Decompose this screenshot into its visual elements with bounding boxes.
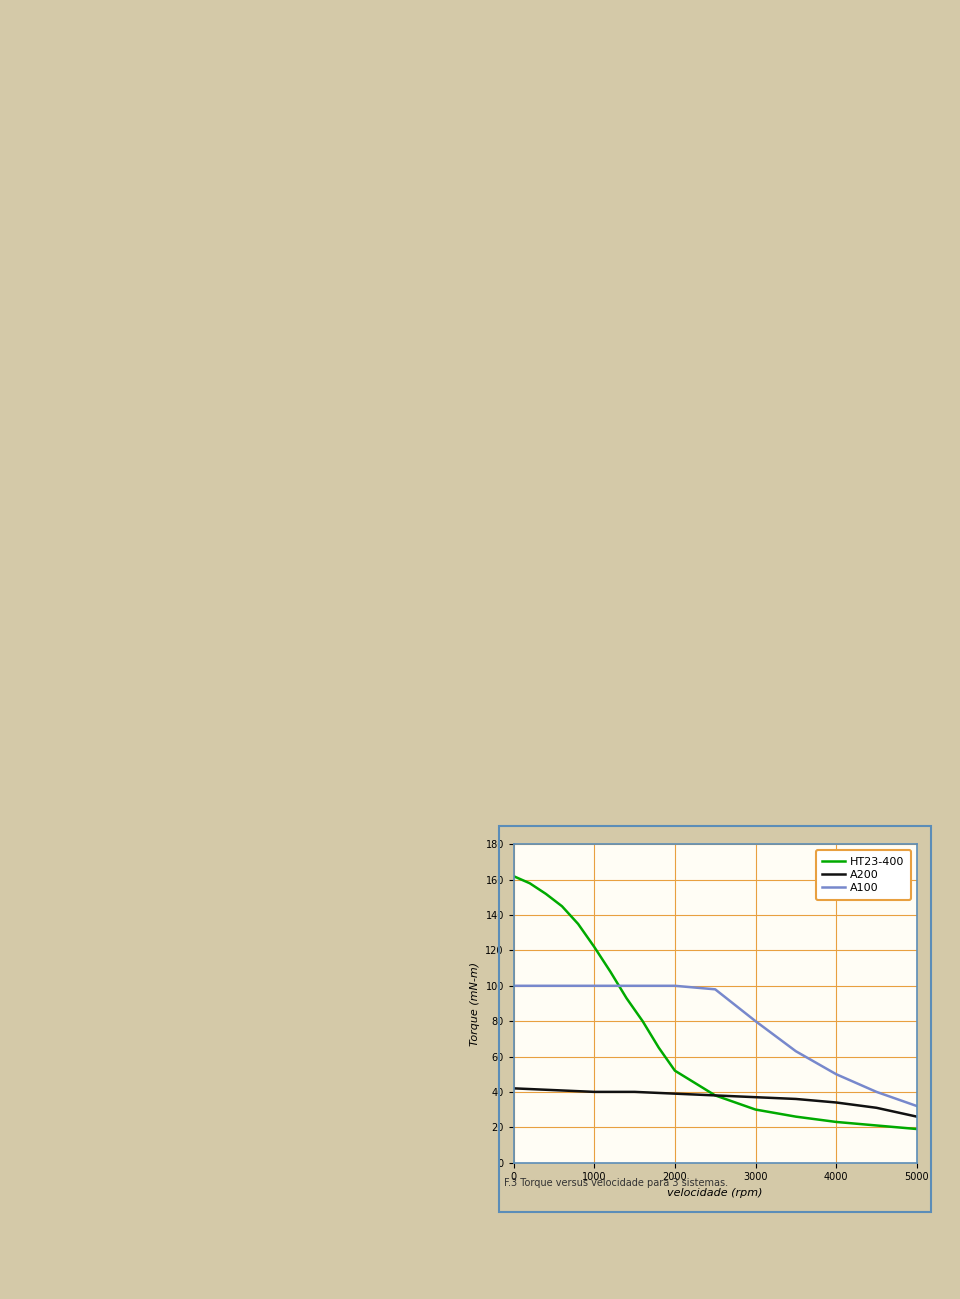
HT23-400 (524, 876, 536, 891)
Line: A200: A200 (514, 1089, 917, 1117)
HT23-400 (508, 869, 519, 885)
A100 (588, 978, 600, 994)
A200 (871, 1100, 882, 1116)
Line: HT23-400: HT23-400 (514, 877, 917, 1129)
A100 (871, 1085, 882, 1100)
A200 (750, 1090, 761, 1105)
HT23-400 (790, 1109, 802, 1125)
A200 (669, 1086, 681, 1102)
HT23-400 (572, 916, 584, 931)
A200 (911, 1109, 923, 1125)
HT23-400 (871, 1117, 882, 1133)
A100 (709, 982, 721, 998)
Legend: HT23-400, A200, A100: HT23-400, A200, A100 (816, 850, 911, 900)
A200 (790, 1091, 802, 1107)
A200 (588, 1085, 600, 1100)
Text: F.3 Torque versus velocidade para 3 sistemas.: F.3 Torque versus velocidade para 3 sist… (504, 1178, 728, 1189)
A200 (830, 1095, 842, 1111)
HT23-400 (621, 990, 633, 1005)
HT23-400 (750, 1102, 761, 1117)
A100 (508, 978, 519, 994)
A100 (750, 1013, 761, 1029)
Line: A100: A100 (514, 986, 917, 1105)
A200 (629, 1085, 640, 1100)
A200 (709, 1087, 721, 1103)
A100 (790, 1043, 802, 1059)
A200 (508, 1081, 519, 1096)
A100 (548, 978, 560, 994)
A100 (629, 978, 640, 994)
HT23-400 (636, 1013, 648, 1029)
HT23-400 (556, 899, 567, 914)
Y-axis label: Torque (mN-m): Torque (mN-m) (469, 961, 480, 1046)
A100 (911, 1098, 923, 1113)
HT23-400 (605, 964, 616, 979)
A200 (548, 1082, 560, 1098)
X-axis label: velocidade (rpm): velocidade (rpm) (667, 1187, 763, 1198)
HT23-400 (911, 1121, 923, 1137)
HT23-400 (709, 1087, 721, 1103)
HT23-400 (588, 939, 600, 955)
HT23-400 (669, 1063, 681, 1078)
HT23-400 (653, 1040, 664, 1056)
HT23-400 (540, 886, 552, 902)
HT23-400 (830, 1115, 842, 1130)
A100 (830, 1066, 842, 1082)
A100 (669, 978, 681, 994)
